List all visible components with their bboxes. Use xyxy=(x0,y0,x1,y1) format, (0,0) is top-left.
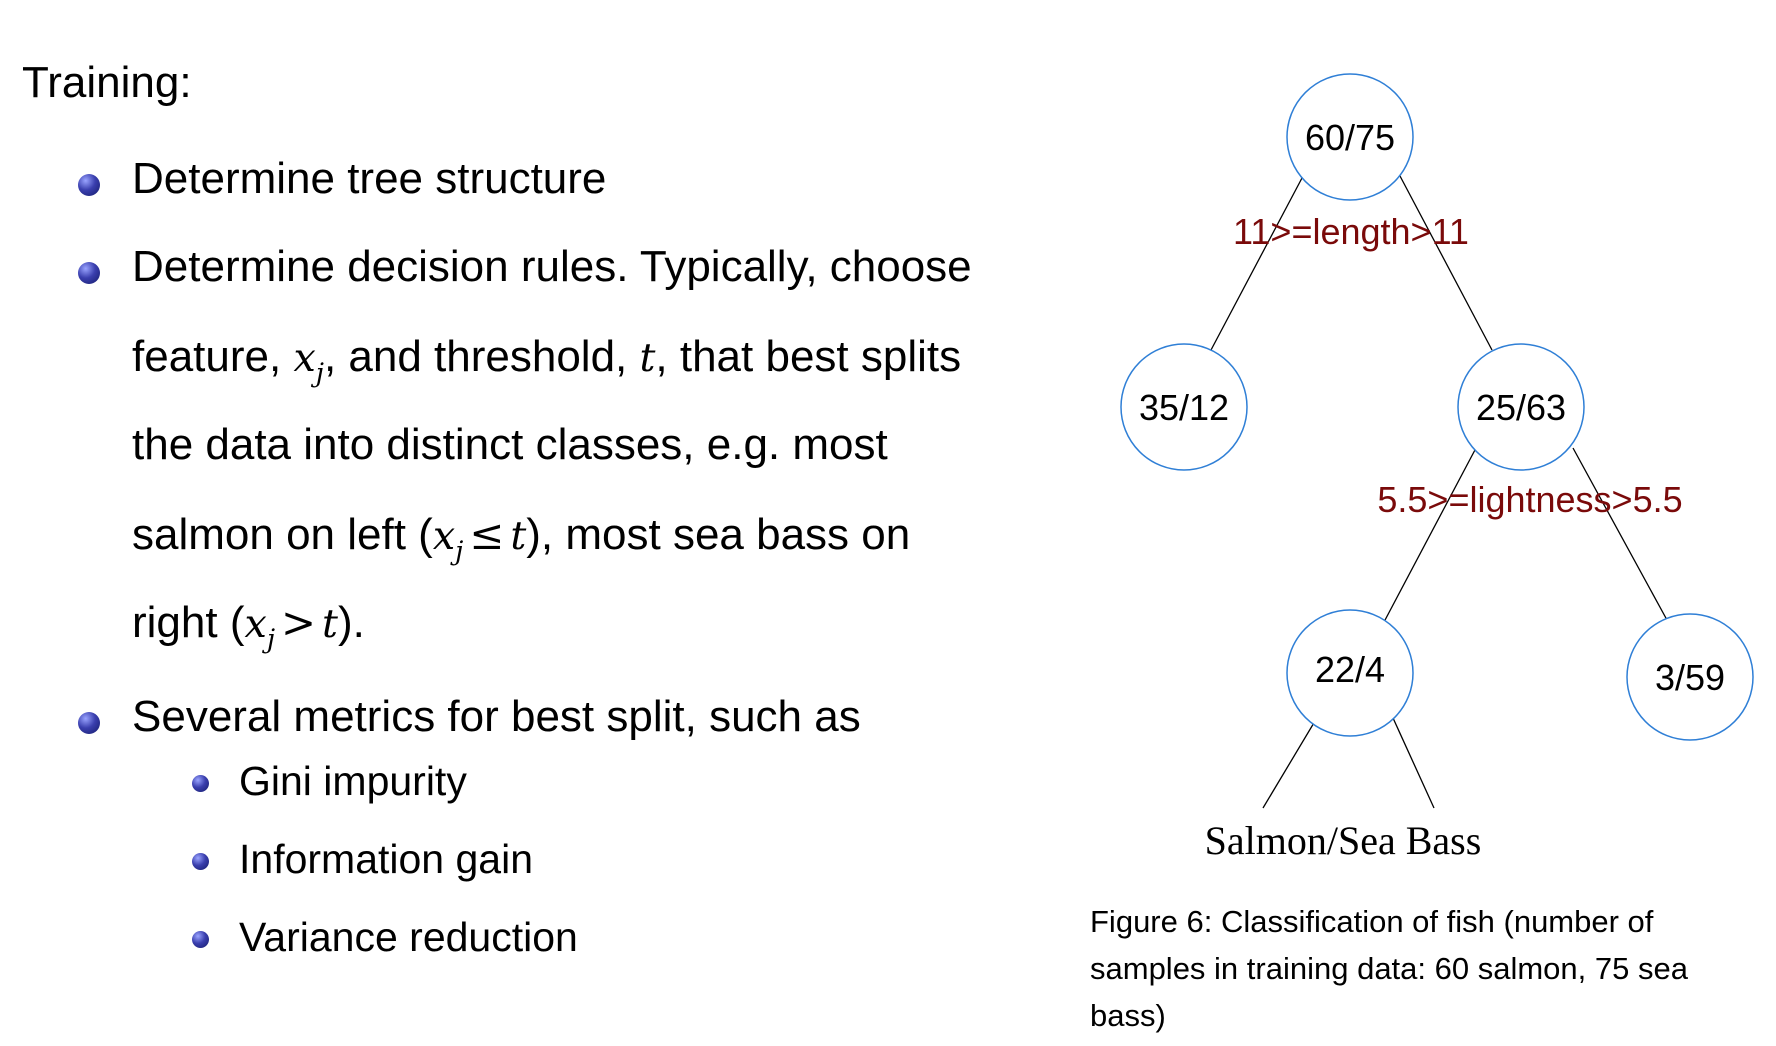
math-sub-j: j xyxy=(455,535,464,567)
split-label-length: 11>=length>11 xyxy=(1233,211,1469,252)
bullet-text: Determine tree structure xyxy=(132,154,607,203)
text-fragment: salmon on left ( xyxy=(132,510,433,559)
node-left-1 xyxy=(1120,343,1248,471)
edge-root-left xyxy=(1210,177,1303,351)
math-operator: > xyxy=(281,598,317,647)
math-var-x: x xyxy=(432,513,456,559)
sub-bullet-icon xyxy=(192,775,209,792)
sub-bullet-gini: Gini impurity xyxy=(192,758,467,805)
math-var-t: t xyxy=(639,335,656,381)
node-root-label: 60/75 xyxy=(1305,117,1395,158)
figure-caption: Figure 6: Classification of fish (number… xyxy=(1090,904,1688,1033)
text-fragment: right ( xyxy=(132,598,245,647)
text-fragment: ). xyxy=(337,598,365,647)
math-var-t: t xyxy=(322,601,338,647)
text-fragment: , that best splits xyxy=(655,332,962,381)
sub-bullet-variance-reduction: Variance reduction xyxy=(192,914,578,961)
bullet-icon xyxy=(78,262,100,284)
math-var-x: x xyxy=(244,601,267,647)
edge-right-left xyxy=(1383,447,1477,623)
sub-bullet-text: Variance reduction xyxy=(239,914,578,960)
sub-bullet-text: Information gain xyxy=(239,836,534,882)
bullet-text: Determine decision rules. Typically, cho… xyxy=(132,242,972,291)
decision-rules-line-4: salmon on left (xj ≤ t), most sea bass on xyxy=(132,510,910,567)
math-sub-j: j xyxy=(315,357,324,389)
math-var-t: t xyxy=(510,513,527,559)
node-left-2 xyxy=(1286,609,1414,737)
bullet-metrics: Several metrics for best split, such as xyxy=(78,692,861,742)
bullet-icon xyxy=(78,712,100,734)
sub-bullet-icon xyxy=(192,853,209,870)
bullet-decision-rules: Determine decision rules. Typically, cho… xyxy=(78,242,972,292)
node-right-2-label: 3/59 xyxy=(1655,657,1725,698)
node-left-2-label: 22/4 xyxy=(1315,649,1385,690)
bullet-icon xyxy=(78,174,100,196)
split-label-lightness: 5.5>=lightness>5.5 xyxy=(1377,479,1682,520)
text-fragment: , and threshold, xyxy=(323,332,640,381)
text-fragment: feature, xyxy=(132,332,294,381)
node-right-1 xyxy=(1457,343,1585,471)
section-heading: Training: xyxy=(22,58,192,107)
leaf-class-label: Salmon/Sea Bass xyxy=(1205,818,1482,863)
sub-bullet-information-gain: Information gain xyxy=(192,836,533,883)
bullet-tree-structure: Determine tree structure xyxy=(78,154,606,204)
decision-rules-line-2: feature, xj, and threshold, t, that best… xyxy=(132,332,961,389)
sub-bullet-text: Gini impurity xyxy=(239,758,467,804)
math-sub-j: j xyxy=(266,623,275,655)
node-root xyxy=(1286,73,1414,201)
text-fragment: ), most sea bass on xyxy=(526,510,911,559)
bullet-text: Several metrics for best split, such as xyxy=(132,692,861,741)
node-left-1-label: 35/12 xyxy=(1139,387,1229,428)
node-right-2 xyxy=(1626,613,1754,741)
math-operator: ≤ xyxy=(469,510,505,559)
decision-rules-line-5: right (xj > t). xyxy=(132,598,365,655)
decision-rules-line-3: the data into distinct classes, e.g. mos… xyxy=(132,420,888,469)
math-var-x: x xyxy=(293,335,316,381)
sub-bullet-icon xyxy=(192,931,209,948)
edge-root-right xyxy=(1399,175,1493,351)
node-right-1-label: 25/63 xyxy=(1476,387,1566,428)
edge-right-right xyxy=(1572,447,1668,621)
